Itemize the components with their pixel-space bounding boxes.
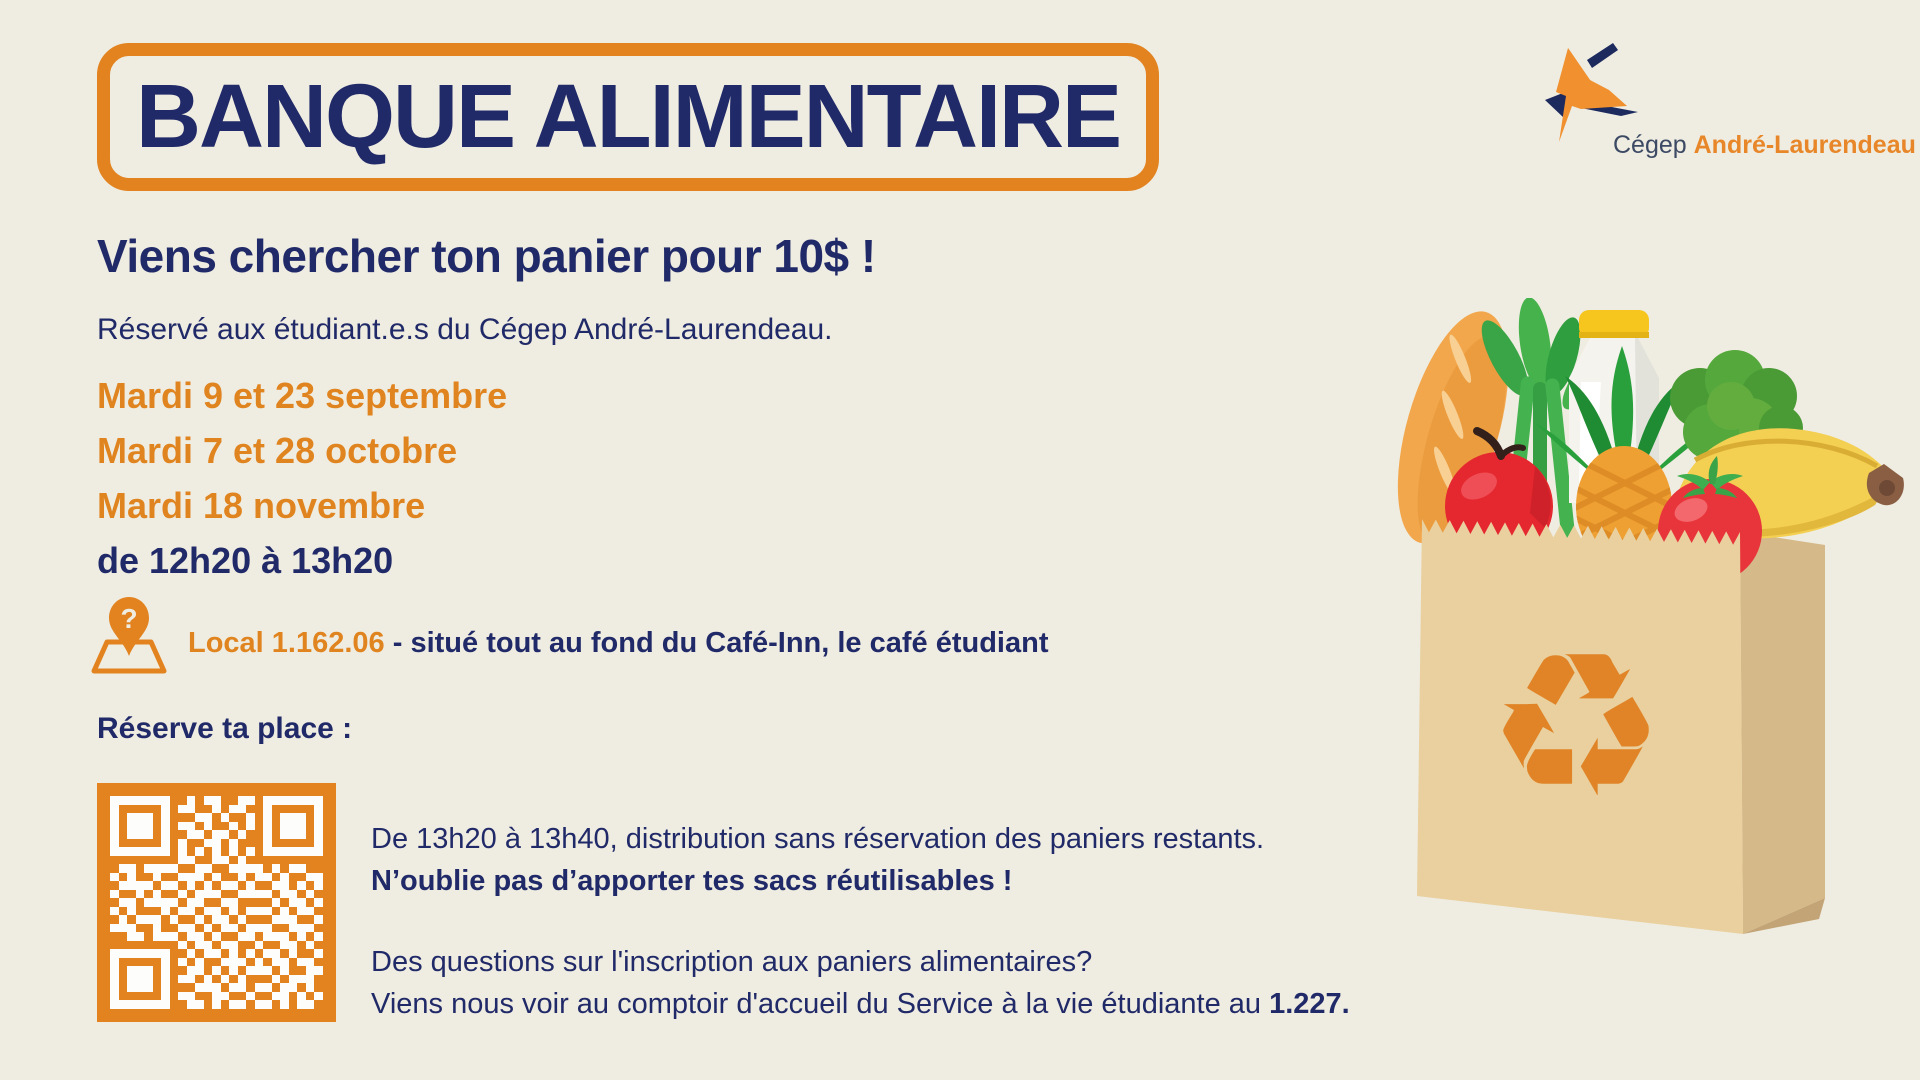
lettuce [1670, 350, 1803, 460]
cegep-arrow-logo-icon [1545, 43, 1638, 142]
reusable-bags-line: N’oublie pas d’apporter tes sacs réutili… [371, 865, 1013, 897]
recycle-icon: ♻ [1486, 610, 1665, 843]
room-number: Local 1.162.06 [188, 626, 385, 659]
counter-line-text: Viens nous voir au comptoir d'accueil du… [371, 988, 1270, 1020]
grocery-bag-illustration: ♻ [1397, 298, 1904, 934]
time-line: de 12h20 à 13h20 [97, 540, 394, 581]
qr-code-grid [110, 796, 323, 1009]
location-details: - situé tout au fond du Café-Inn, le caf… [384, 626, 1049, 659]
counter-room-number: 1.227. [1269, 988, 1350, 1020]
title-banner: BANQUE ALIMENTAIRE [97, 43, 1159, 191]
schedule-block: Mardi 9 et 23 septembre Mardi 7 et 28 oc… [97, 368, 507, 588]
logo-wordmark: Cégep André-Laurendeau [1613, 131, 1916, 160]
date-line-1: Mardi 9 et 23 septembre [97, 375, 508, 416]
date-line-3: Mardi 18 novembre [97, 485, 426, 526]
questions-line: Des questions sur l'inscription aux pani… [371, 946, 1093, 978]
questions-info: Des questions sur l'inscription aux pani… [371, 941, 1350, 1025]
pin-question-glyph: ? [120, 603, 137, 634]
counter-line: Viens nous voir au comptoir d'accueil du… [371, 983, 1350, 1025]
date-line-2: Mardi 7 et 28 octobre [97, 430, 458, 471]
bag-side [1740, 532, 1825, 934]
qr-code [97, 783, 336, 1022]
page-title: BANQUE ALIMENTAIRE [136, 66, 1122, 167]
logo-name: André-Laurendeau [1693, 131, 1916, 159]
logo-prefix: Cégep [1613, 131, 1694, 159]
bag-bottom-fold [1743, 898, 1825, 934]
paper-bag-front [1417, 519, 1743, 934]
location-text: Local 1.162.06 - situé tout au fond du C… [188, 613, 1048, 660]
distribution-line: De 13h20 à 13h40, distribution sans rése… [371, 823, 1265, 855]
main-heading: Viens chercher ton panier pour 10$ ! [97, 230, 876, 282]
subheading: Réservé aux étudiant.e.s du Cégep André-… [97, 313, 833, 346]
reserve-label: Réserve ta place : [97, 712, 353, 745]
location-row: ? Local 1.162.06 - situé tout au fond du… [90, 595, 1048, 677]
distribution-info: De 13h20 à 13h40, distribution sans rése… [371, 818, 1264, 902]
map-pin-question-icon: ? [91, 597, 167, 674]
